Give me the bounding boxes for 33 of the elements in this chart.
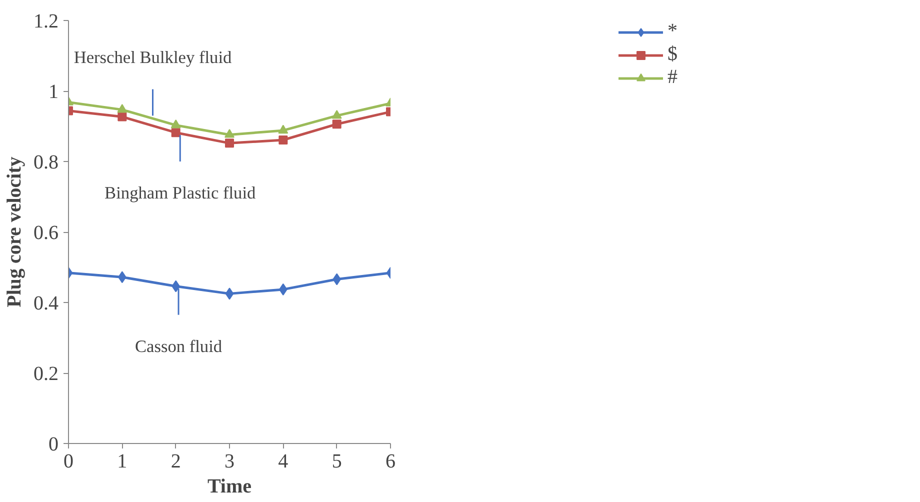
x-tick-label: 0 — [64, 450, 74, 472]
x-tick-label: 1 — [117, 450, 128, 472]
y-tick-label: 0.4 — [34, 292, 58, 314]
point — [170, 119, 181, 128]
legend-label: $ — [668, 43, 678, 66]
point — [332, 120, 342, 129]
y-tick-label: 0 — [48, 434, 58, 456]
legend-label: * — [668, 20, 678, 43]
annotation: Bingham Plastic fluid — [104, 184, 256, 202]
y-tick-label: 1 — [48, 81, 58, 103]
annotation: Casson fluid — [134, 336, 222, 356]
x-tick-label: 5 — [332, 450, 342, 472]
point — [171, 128, 180, 138]
legend-label: # — [668, 66, 678, 89]
point — [332, 110, 342, 119]
x-axis-title: Time — [207, 476, 252, 498]
x-tick-label: 2 — [170, 450, 181, 472]
y-tick-label: 0.2 — [34, 363, 58, 385]
point — [224, 129, 234, 138]
annotation: Herschel Bulkley fluid — [74, 48, 232, 68]
x-tick-label: 6 — [386, 450, 396, 472]
x-tick-label: 3 — [224, 450, 234, 472]
y-tick-label: 0.6 — [34, 222, 58, 244]
point — [225, 288, 234, 300]
y-tick-label: 1.2 — [34, 10, 58, 32]
point — [278, 135, 288, 144]
point — [117, 104, 128, 113]
y-tick-label: 0.8 — [34, 152, 58, 174]
x-tick-label: 4 — [278, 450, 288, 472]
point — [225, 138, 234, 148]
point — [118, 112, 127, 122]
y-axis-title: Plug core velocity — [4, 156, 26, 308]
point — [278, 124, 288, 134]
